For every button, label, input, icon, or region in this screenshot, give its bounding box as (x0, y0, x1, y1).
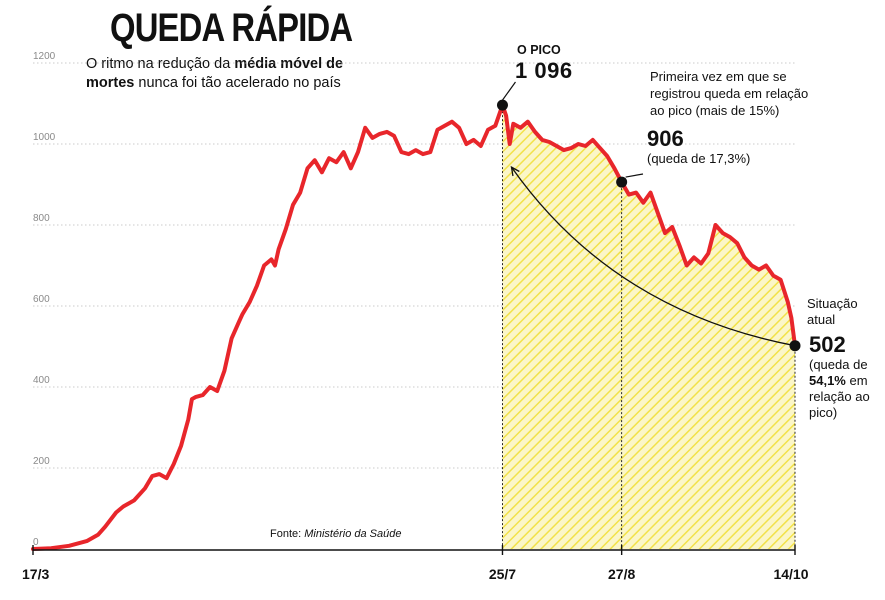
y-tick-label: 0 (33, 537, 39, 548)
key-point-dot-1096 (496, 99, 508, 111)
current-drop-percent: (queda de 54,1% em relação ao pico) (809, 357, 885, 421)
x-tick-label: 25/7 (489, 566, 516, 582)
x-axis: 17/3 25/7 27/8 14/10 (22, 545, 809, 582)
current-situation-label: Situação atual (807, 296, 858, 327)
hatched-decline-area (502, 105, 795, 550)
series-line-media-movel (31, 103, 797, 551)
current-value: 502 (809, 332, 846, 357)
y-gridlines: 0 200 400 600 800 1000 1200 (33, 51, 795, 548)
source-prefix: Fonte: (270, 528, 305, 540)
key-point-dot-502 (789, 340, 801, 352)
x-tick-label: 17/3 (22, 566, 49, 582)
chart-title: QUEDA RÁPIDA (110, 6, 353, 50)
source-note: Fonte: Ministério da Saúde (270, 528, 401, 540)
y-tick-label: 200 (33, 456, 50, 467)
y-tick-label: 1000 (33, 132, 56, 143)
first-drop-value: 906 (647, 126, 684, 151)
y-tick-label: 1200 (33, 51, 56, 62)
first-drop-note: Primeira vez em que se registrou queda e… (650, 69, 809, 118)
y-tick-label: 800 (33, 213, 50, 224)
key-point-dot-906 (616, 176, 628, 188)
subtitle-text-start: O ritmo na redução da (86, 56, 235, 72)
first-drop-percent: (queda de 17,3%) (647, 151, 751, 166)
x-tick-label: 27/8 (608, 566, 635, 582)
current-drop-text-bold: 54,1% (809, 373, 846, 388)
current-drop-text-start: (queda de (809, 357, 868, 372)
source-name: Ministério da Saúde (304, 528, 402, 540)
chart-subtitle: O ritmo na redução da média móvel de mor… (86, 55, 348, 93)
peak-value: 1 096 (515, 58, 573, 83)
event-guidelines (502, 111, 796, 549)
subtitle-text-bold: média móvel de mortes (86, 56, 344, 91)
x-tick-label: 14/10 (773, 566, 808, 582)
peak-leader-line (501, 81, 516, 101)
y-tick-label: 600 (33, 294, 50, 305)
first-drop-leader-line (625, 173, 644, 178)
peak-label: O PICO (517, 43, 561, 57)
y-tick-label: 400 (33, 375, 50, 386)
subtitle-text-end: nunca foi tão acelerado no país (134, 75, 341, 91)
current-drop-text-end: em relação ao pico) (809, 373, 870, 420)
key-point-markers (496, 99, 801, 352)
arrow-head-icon (510, 165, 520, 177)
annotation-leaders (501, 81, 644, 178)
comparison-arrow (510, 166, 796, 347)
